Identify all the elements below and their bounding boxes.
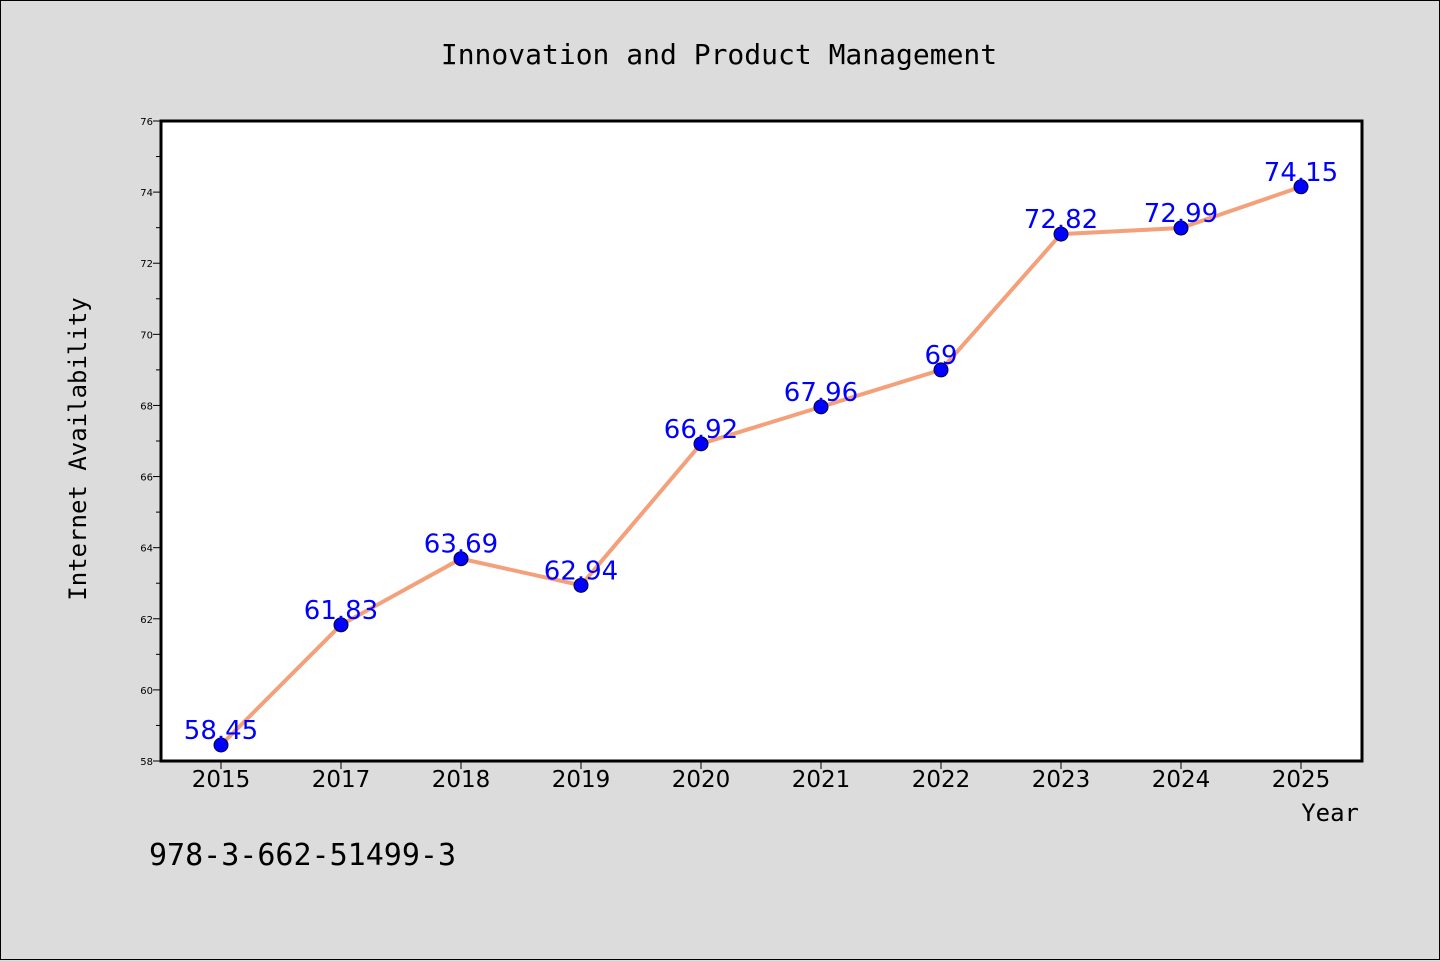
data-label: 63.69 (424, 530, 498, 560)
series-group (213, 179, 1309, 753)
data-label: 58.45 (184, 716, 258, 746)
x-tick-label: 2025 (1272, 767, 1331, 793)
data-label: 61.83 (304, 596, 378, 626)
y-tick-label: 60 (140, 686, 153, 697)
chart-title: Innovation and Product Management (441, 38, 997, 71)
series-line (219, 184, 1303, 747)
x-tick-label: 2018 (432, 767, 491, 793)
x-tick-label: 2019 (552, 767, 611, 793)
data-point (333, 617, 349, 633)
y-tick-label: 76 (140, 117, 153, 128)
x-tick-label: 2015 (192, 767, 251, 793)
data-point (693, 436, 709, 452)
data-label: 69 (924, 341, 957, 371)
data-label: 67.96 (784, 378, 858, 408)
y-tick-label: 68 (140, 401, 153, 412)
x-tick-label: 2022 (912, 767, 971, 793)
y-tick-label: 62 (140, 615, 153, 626)
data-point (453, 551, 469, 567)
x-tick-label: 2021 (792, 767, 851, 793)
data-point (1053, 226, 1069, 242)
y-axis: 58 60 62 64 66 68 70 72 74 76 (140, 117, 161, 768)
y-tick-label: 64 (140, 544, 153, 555)
data-label: 66.92 (664, 415, 738, 445)
data-point (933, 362, 949, 378)
y-tick-label: 66 (140, 473, 153, 484)
data-label: 72.99 (1144, 199, 1218, 229)
x-tick-label: 2023 (1032, 767, 1091, 793)
data-point (213, 737, 229, 753)
data-label: 62.94 (544, 556, 618, 586)
data-point (813, 399, 829, 415)
x-tick-label: 2020 (672, 767, 731, 793)
isbn-text: 978-3-662-51499-3 (149, 838, 456, 873)
x-axis-label: Year (1301, 799, 1359, 827)
data-label: 72.82 (1024, 205, 1098, 235)
y-tick-label: 70 (140, 330, 153, 341)
data-point (573, 577, 589, 593)
x-tick-label: 2017 (312, 767, 371, 793)
x-tick-label: 2024 (1152, 767, 1211, 793)
y-tick-label: 72 (140, 259, 153, 270)
data-label-group: 58.45 61.83 63.69 62.94 66.92 67.96 69 72.82 72.… (184, 158, 1338, 746)
y-tick-label: 58 (140, 757, 153, 768)
y-axis-label: Internet Availability (64, 297, 92, 600)
y-tick-label: 74 (140, 188, 153, 199)
data-label: 74.15 (1264, 158, 1338, 188)
data-point (1293, 179, 1309, 195)
data-point (1173, 220, 1189, 236)
x-axis: 2015 2017 2018 2019 2020 2021 2022 2023 2024 2025 (192, 761, 1331, 793)
